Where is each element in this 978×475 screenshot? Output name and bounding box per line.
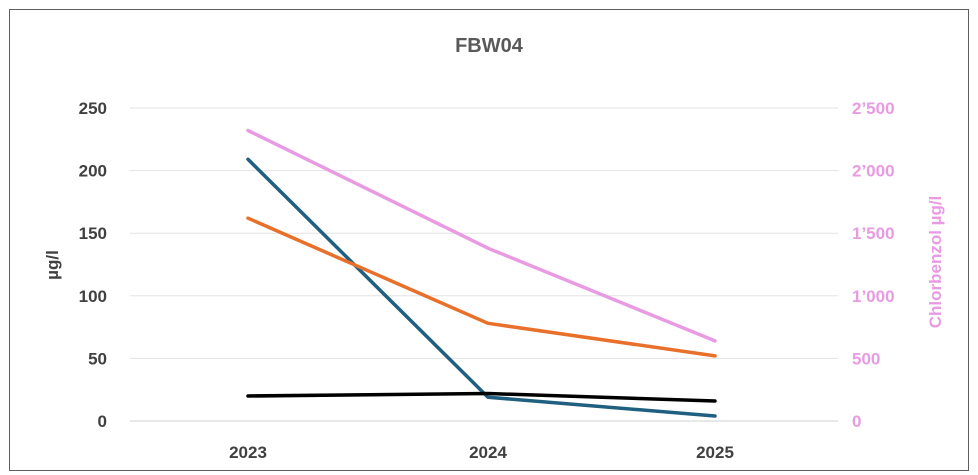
series-line-4 bbox=[246, 391, 717, 403]
right-axis-ticks: 0 500 1’000 1’500 2’000 2’500 bbox=[852, 99, 895, 431]
right-axis-label: Chlorbenzol µg/l bbox=[926, 196, 945, 329]
left-tick-label: 250 bbox=[79, 99, 107, 118]
left-tick-label: 50 bbox=[88, 349, 107, 368]
gridlines bbox=[130, 107, 838, 422]
right-tick-label: 1’000 bbox=[852, 287, 895, 306]
right-tick-label: 2’000 bbox=[852, 162, 895, 181]
series-line-3 bbox=[246, 216, 717, 358]
left-tick-label: 150 bbox=[79, 224, 107, 243]
x-tick-label: 2025 bbox=[696, 443, 734, 462]
x-tick-label: 2023 bbox=[229, 443, 267, 462]
left-tick-label: 200 bbox=[79, 162, 107, 181]
x-tick-label: 2024 bbox=[469, 443, 507, 462]
left-axis-label: µg/l bbox=[43, 250, 62, 280]
chart-title: FBW04 bbox=[455, 35, 524, 57]
left-tick-label: 100 bbox=[79, 287, 107, 306]
series-line-2 bbox=[246, 157, 717, 418]
series-lines bbox=[246, 128, 717, 418]
right-tick-label: 0 bbox=[852, 412, 861, 431]
x-axis-ticks: 2023 2024 2025 bbox=[229, 443, 734, 462]
series-line-1 bbox=[246, 128, 717, 343]
right-tick-label: 1’500 bbox=[852, 224, 895, 243]
left-axis-ticks: 0 50 100 150 200 250 bbox=[79, 99, 107, 431]
right-tick-label: 500 bbox=[852, 349, 880, 368]
left-tick-label: 0 bbox=[98, 412, 107, 431]
right-tick-label: 2’500 bbox=[852, 99, 895, 118]
